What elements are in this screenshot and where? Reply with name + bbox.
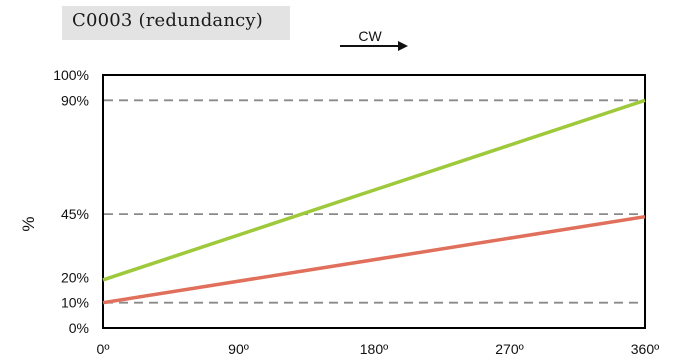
y-tick-label: 10% — [61, 295, 89, 311]
x-tick-label: 360º — [631, 341, 659, 357]
series-group — [102, 98, 646, 305]
y-tick-label: 90% — [61, 92, 89, 108]
y-axis-label: % — [19, 216, 38, 231]
chart-title-box: C0003 (redundancy) — [62, 6, 290, 40]
chart-title: C0003 (redundancy) — [72, 10, 264, 31]
y-tick-label: 100% — [53, 67, 89, 83]
plot-area — [102, 74, 646, 329]
x-tick-label: 270º — [495, 341, 523, 357]
y-tick-label: 20% — [61, 269, 89, 285]
series-line-2 — [102, 214, 646, 305]
x-tick-label: 180º — [360, 341, 388, 357]
direction-label: CW — [358, 28, 382, 44]
y-tick-label: 0% — [69, 320, 89, 336]
y-tick-labels: 0% 10% 20% 45% 90% 100% — [53, 67, 89, 336]
x-tick-label: 90º — [228, 341, 249, 357]
x-tick-label: 0º — [97, 341, 110, 357]
series-line-1 — [102, 98, 646, 282]
y-tick-label: 45% — [61, 206, 89, 222]
gridlines — [104, 99, 644, 304]
x-tick-labels: 0º 90º 180º 270º 360º — [97, 341, 660, 357]
